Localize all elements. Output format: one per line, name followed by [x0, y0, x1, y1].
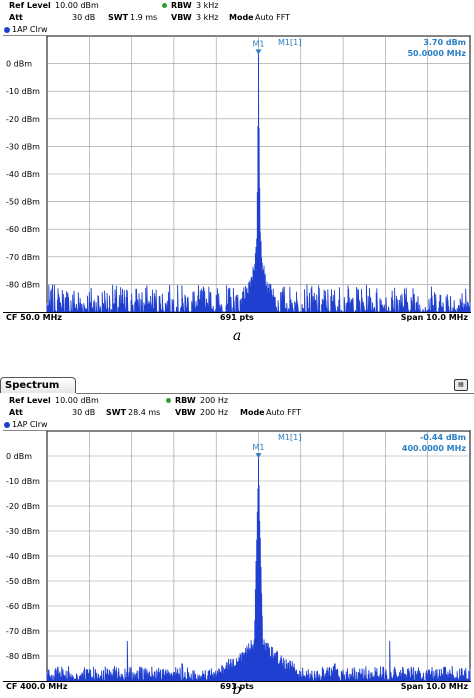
footer-bar: CF 400.0 MHz 691 pts Span 10.0 MHz — [3, 681, 471, 692]
swt-label: SWT — [108, 13, 129, 22]
spectrum-panel-a: Ref Level 10.00 dBm RBW 3 kHz Att 30 dB … — [0, 0, 474, 326]
marker-readout-title: M1[1] — [278, 433, 301, 442]
att-label: Att — [9, 408, 23, 417]
spectrum-chart-b: 0 dBm -10 dBm -20 dBm -30 dBm -40 dBm -50 dBm… — [6, 431, 471, 681]
trace-label-bar: 1AP Clrw — [3, 24, 471, 36]
trace-label: 1AP Clrw — [12, 25, 48, 34]
center-frequency: CF 400.0 MHz — [6, 682, 68, 691]
trace-led-icon — [4, 422, 10, 428]
att-value: 30 dB — [72, 408, 96, 417]
point-count: 691 pts — [220, 313, 254, 322]
spectrum-plot-b: 0 dBm -10 dBm -20 dBm -30 dBm -40 dBm -50 dBm… — [3, 431, 471, 681]
swt-label: SWT — [106, 408, 127, 417]
y-tick-label: -40 dBm — [6, 170, 40, 179]
vbw-value: 3 kHz — [196, 13, 219, 22]
marker-readout-level: 3.70 dBm — [423, 38, 466, 47]
att-value: 30 dB — [72, 13, 96, 22]
mode-value: Auto FFT — [266, 408, 302, 417]
rbw-label: RBW — [171, 1, 192, 10]
rbw-label: RBW — [175, 396, 196, 405]
ref-level-label: Ref Level — [9, 396, 51, 405]
ref-level-label: Ref Level — [9, 1, 51, 10]
y-tick-label: -10 dBm — [6, 87, 40, 96]
vbw-value: 200 Hz — [200, 408, 229, 417]
marker-triangle-icon[interactable] — [255, 453, 262, 459]
y-tick-label: 0 dBm — [6, 452, 32, 461]
ref-level-value: 10.00 dBm — [55, 396, 99, 405]
mode-label: Mode — [229, 13, 254, 22]
y-tick-label: -70 dBm — [6, 627, 40, 636]
trace-led-icon — [4, 27, 10, 33]
status-dot-icon — [166, 398, 171, 403]
trace-label-bar: 1AP Clrw — [3, 419, 471, 431]
y-tick-label: -50 dBm — [6, 198, 40, 207]
att-label: Att — [9, 13, 23, 22]
spectrum-chart-a: 0 dBm -10 dBm -20 dBm -30 dBm -40 dBm -50 dBm… — [6, 36, 471, 312]
caption-a: a — [232, 328, 242, 344]
ref-level-value: 10.00 dBm — [55, 1, 99, 10]
point-count: 691 pts — [220, 682, 254, 691]
y-tick-label: -60 dBm — [6, 225, 40, 234]
y-tick-label: -80 dBm — [6, 280, 40, 289]
y-tick-label: -50 dBm — [6, 577, 40, 586]
marker-readout-title: M1[1] — [278, 38, 301, 47]
y-tick-label: -80 dBm — [6, 652, 40, 661]
vbw-label: VBW — [171, 13, 192, 22]
marker-readout-frequency: 400.0000 MHz — [402, 444, 466, 453]
y-tick-label: 0 dBm — [6, 60, 32, 69]
y-tick-label: -40 dBm — [6, 552, 40, 561]
center-frequency: CF 50.0 MHz — [6, 313, 62, 322]
y-tick-label: -70 dBm — [6, 253, 40, 262]
rbw-value: 3 kHz — [196, 1, 219, 10]
tab-divider — [76, 393, 474, 394]
y-tick-label: -20 dBm — [6, 115, 40, 124]
span-value: Span 10.0 MHz — [400, 682, 468, 691]
marker-readout-level: -0.44 dBm — [420, 433, 466, 442]
tab-spectrum[interactable]: Spectrum — [0, 377, 76, 393]
marker-triangle-icon[interactable] — [255, 49, 262, 55]
vbw-label: VBW — [175, 408, 196, 417]
status-dot-icon — [162, 3, 167, 8]
marker-label: M1 — [253, 443, 265, 452]
marker-readout-frequency: 50.0000 MHz — [407, 49, 466, 58]
footer-bar: CF 50.0 MHz 691 pts Span 10.0 MHz — [3, 312, 471, 323]
trace-label: 1AP Clrw — [12, 420, 48, 429]
spectrum-plot-a: 0 dBm -10 dBm -20 dBm -30 dBm -40 dBm -50 dBm… — [3, 36, 471, 312]
mode-value: Auto FFT — [255, 13, 291, 22]
y-tick-label: -60 dBm — [6, 602, 40, 611]
swt-value: 28.4 ms — [128, 408, 161, 417]
y-tick-label: -30 dBm — [6, 142, 40, 151]
mode-label: Mode — [240, 408, 265, 417]
y-tick-label: -30 dBm — [6, 527, 40, 536]
spectrum-panel-b: Spectrum ▤ Ref Level 10.00 dBm RBW 200 H… — [0, 373, 474, 697]
y-tick-label: -10 dBm — [6, 477, 40, 486]
rbw-value: 200 Hz — [200, 396, 229, 405]
swt-value: 1.9 ms — [130, 13, 158, 22]
span-value: Span 10.0 MHz — [400, 313, 468, 322]
y-tick-label: -20 dBm — [6, 502, 40, 511]
window-menu-icon[interactable]: ▤ — [454, 379, 468, 391]
caption-b: b — [232, 682, 242, 698]
marker-label: M1 — [253, 39, 265, 48]
